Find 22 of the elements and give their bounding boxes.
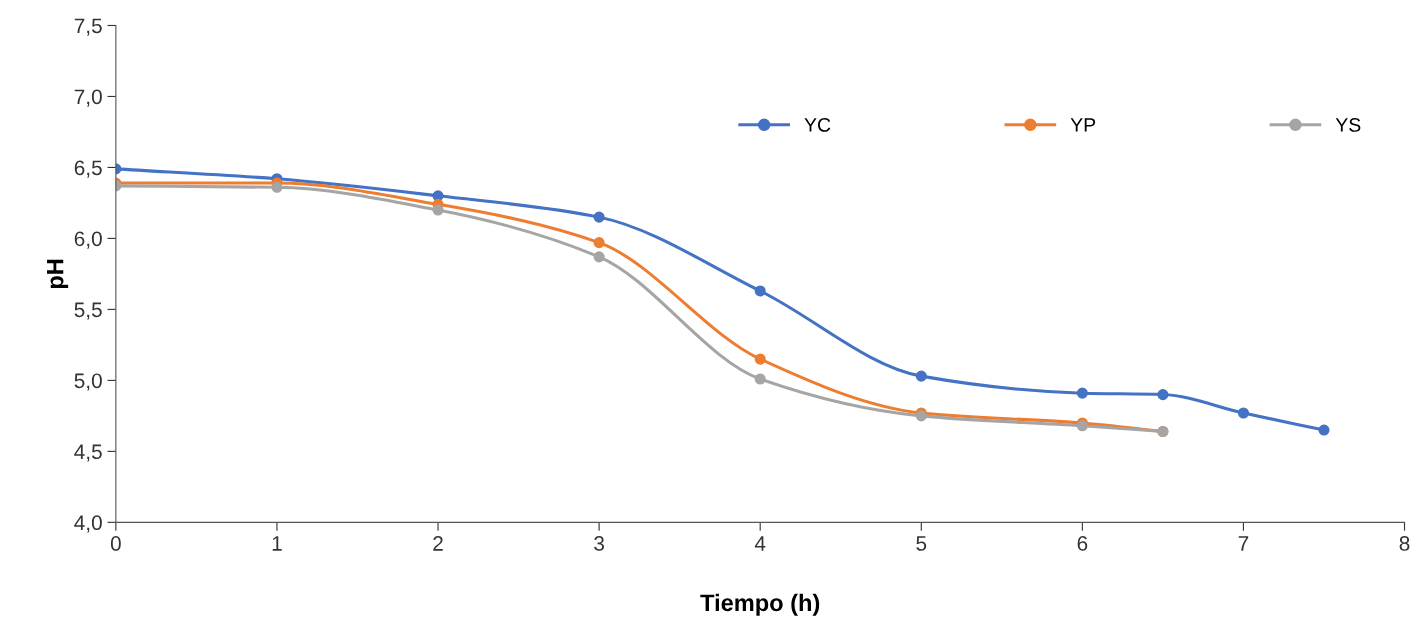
legend-label: YP — [1070, 118, 1096, 132]
legend-label: YS — [1335, 118, 1361, 132]
y-tick-label: 7,5 — [74, 18, 102, 36]
x-tick-label: 4 — [754, 536, 766, 551]
y-axis-title: pH — [47, 259, 69, 289]
x-tick-label: 1 — [272, 536, 282, 551]
y-tick-label: 7,0 — [74, 89, 102, 107]
x-tick-label: 2 — [433, 536, 443, 551]
x-tick-label: 3 — [594, 536, 604, 551]
y-tick-label: 6,5 — [74, 160, 102, 178]
x-tick-label: 0 — [110, 536, 121, 551]
x-tick-label: 6 — [1077, 536, 1088, 551]
y-tick-label: 5,0 — [74, 373, 102, 391]
x-axis-title: Tiempo (h) — [700, 593, 820, 616]
y-tick-label: 4,5 — [74, 444, 102, 462]
x-tick-label: 5 — [916, 536, 927, 551]
y-tick-label: 5,5 — [74, 302, 102, 320]
y-tick-label: 6,0 — [74, 231, 102, 249]
x-tick-label: 7 — [1238, 536, 1249, 551]
legend-label: YC — [804, 118, 831, 132]
y-tick-label: 4,0 — [74, 515, 102, 533]
x-tick-label: 8 — [1399, 536, 1410, 551]
